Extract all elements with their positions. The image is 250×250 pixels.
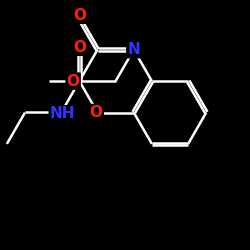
Text: O: O [73, 8, 86, 23]
Text: NH: NH [50, 106, 75, 121]
Text: O: O [66, 74, 80, 88]
Text: O: O [73, 40, 86, 55]
Text: N: N [128, 42, 140, 57]
Text: O: O [90, 105, 103, 120]
